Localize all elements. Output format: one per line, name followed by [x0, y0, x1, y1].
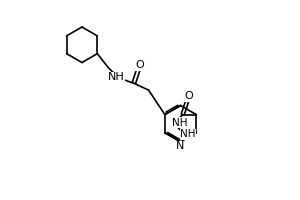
Text: NH: NH — [172, 118, 188, 128]
Text: NH: NH — [180, 129, 196, 139]
Text: N: N — [176, 141, 184, 151]
Text: O: O — [135, 60, 144, 70]
Text: NH: NH — [108, 72, 124, 82]
Text: O: O — [184, 91, 193, 101]
